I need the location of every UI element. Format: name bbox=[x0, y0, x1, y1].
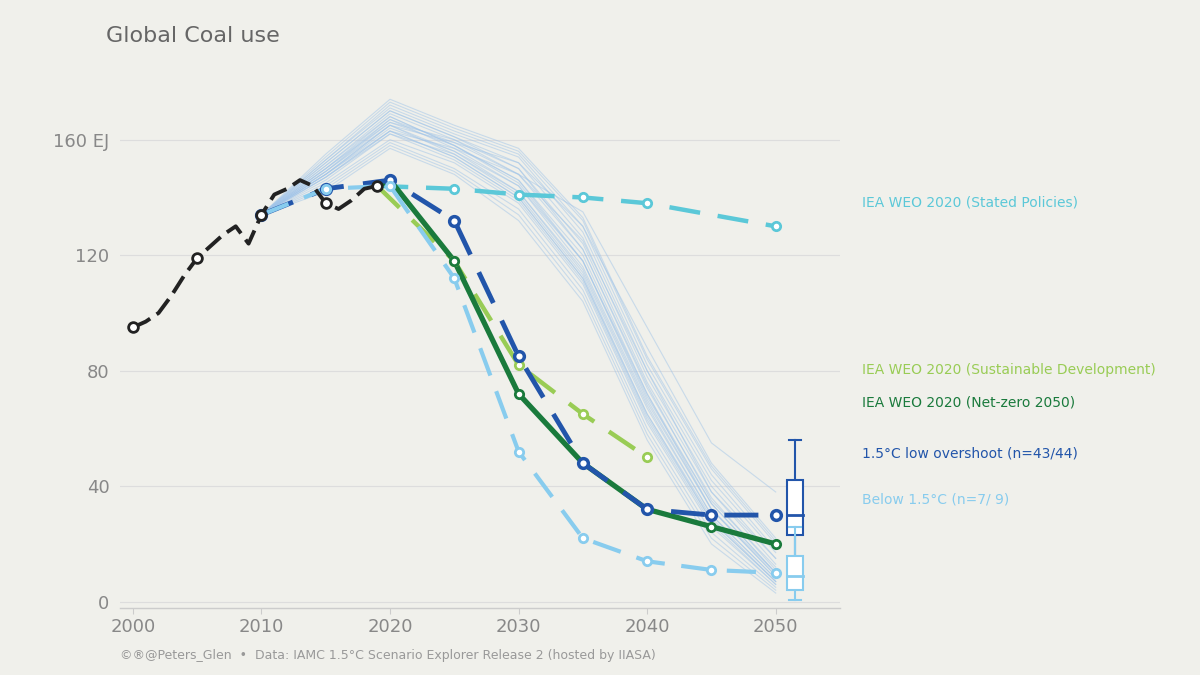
Text: Below 1.5°C (n=7/ 9): Below 1.5°C (n=7/ 9) bbox=[862, 493, 1009, 506]
FancyBboxPatch shape bbox=[787, 556, 803, 590]
Text: IEA WEO 2020 (Net-zero 2050): IEA WEO 2020 (Net-zero 2050) bbox=[862, 396, 1075, 409]
Text: IEA WEO 2020 (Sustainable Development): IEA WEO 2020 (Sustainable Development) bbox=[862, 363, 1156, 377]
FancyBboxPatch shape bbox=[787, 481, 803, 535]
Text: 1.5°C low overshoot (n=43/44): 1.5°C low overshoot (n=43/44) bbox=[862, 447, 1078, 460]
Text: Global Coal use: Global Coal use bbox=[106, 26, 280, 46]
Text: ©®@Peters_Glen  •  Data: IAMC 1.5°C Scenario Explorer Release 2 (hosted by IIASA: ©®@Peters_Glen • Data: IAMC 1.5°C Scenar… bbox=[120, 649, 655, 662]
Text: IEA WEO 2020 (Stated Policies): IEA WEO 2020 (Stated Policies) bbox=[862, 196, 1078, 209]
